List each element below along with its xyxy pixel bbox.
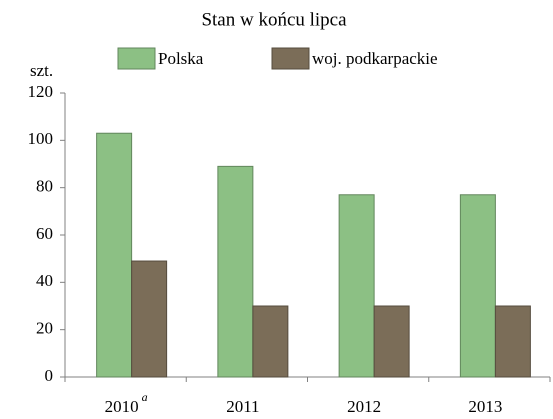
- y-tick-label: 60: [36, 224, 53, 243]
- y-tick-label: 80: [36, 177, 53, 196]
- bar: [252, 305, 289, 378]
- y-tick-label: 120: [28, 82, 54, 101]
- y-tick-label: 100: [28, 129, 54, 148]
- x-tick-label: 2011: [226, 397, 259, 416]
- legend-label: woj. podkarpackie: [312, 49, 438, 68]
- legend-swatch: [117, 47, 156, 70]
- bar: [217, 165, 254, 378]
- legend-swatch: [271, 47, 310, 70]
- chart-title: Stan w końcu lipca: [201, 9, 347, 30]
- bar: [338, 194, 375, 378]
- y-tick-label: 40: [36, 271, 53, 290]
- y-tick-label: 20: [36, 319, 53, 338]
- x-tick-label: 2013: [468, 397, 502, 416]
- x-tick-label: 2010: [105, 397, 139, 416]
- bar: [131, 260, 168, 378]
- x-tick-label: 2012: [347, 397, 381, 416]
- legend-label: Polska: [158, 49, 204, 68]
- bar: [494, 305, 531, 378]
- bar: [373, 305, 410, 378]
- bar: [96, 132, 133, 378]
- annotation: a: [142, 390, 148, 404]
- bar: [459, 194, 496, 378]
- y-axis-label: szt.: [30, 61, 53, 80]
- y-tick-label: 0: [45, 366, 54, 385]
